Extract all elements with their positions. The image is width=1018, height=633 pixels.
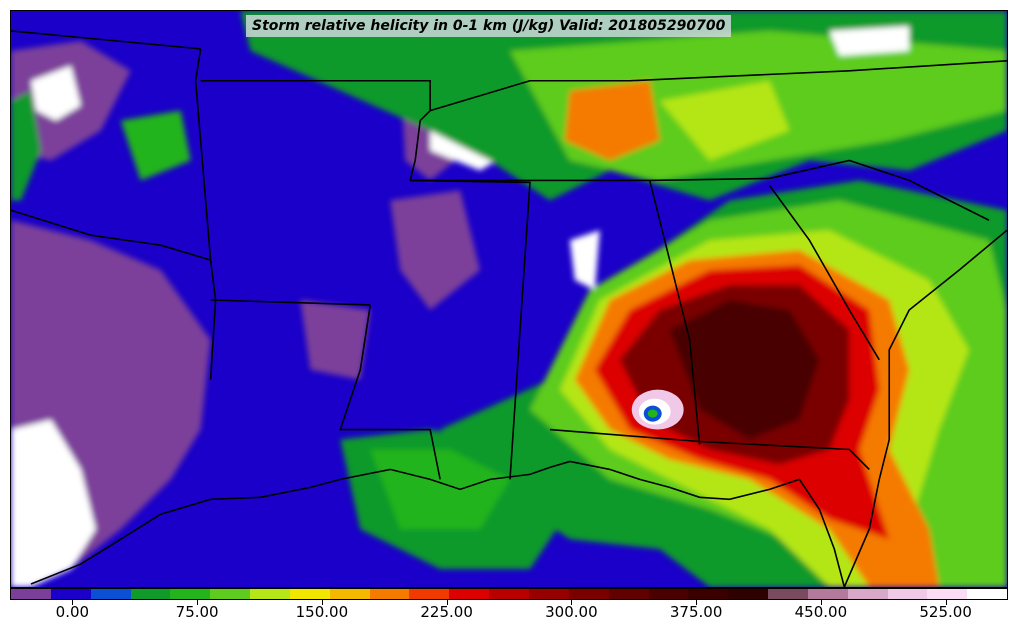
colorbar-segment — [489, 589, 529, 599]
colorbar-tick — [446, 600, 448, 605]
colorbar-ticks — [10, 600, 1008, 608]
field-green-ks — [120, 110, 191, 181]
colorbar-segment — [728, 589, 769, 599]
border-al-ga — [648, 180, 701, 445]
colorbar-tick-label: 450.00 — [794, 603, 848, 621]
border-la-ms — [339, 304, 441, 480]
colorbar-segment — [449, 589, 490, 599]
colorbar-segment — [50, 589, 91, 599]
field-white-north — [829, 25, 910, 56]
field-white-texas — [11, 419, 96, 587]
field-neg-arkansas — [300, 299, 371, 380]
field-yellow-north — [659, 80, 790, 161]
colorbar-tick-label: 0.00 — [55, 603, 90, 621]
colorbar-tick-label: 300.00 — [545, 603, 598, 621]
colorbar-tick-label: 525.00 — [919, 603, 972, 621]
coastline-gulf — [30, 460, 846, 587]
colorbar-segment — [887, 589, 928, 599]
border-ar-ms — [409, 120, 421, 181]
colorbar-segment — [847, 589, 888, 599]
colorbar-segment — [170, 589, 211, 599]
colorbar-tick-label: 375.00 — [669, 603, 723, 621]
colorbar-segment — [967, 589, 1008, 599]
hurricane-eye — [631, 389, 684, 430]
border-ga-east — [768, 184, 880, 361]
field-darker-se — [669, 299, 820, 440]
field-white-ms — [569, 230, 600, 291]
colorbar-tick — [820, 600, 822, 605]
coastline-atlantic — [843, 229, 1007, 587]
colorbar-tick-label: 225.00 — [420, 603, 473, 621]
colorbar-segment — [210, 589, 251, 599]
colorbar-segment — [130, 589, 171, 599]
border-fl — [549, 428, 870, 470]
colorbar-tick — [197, 600, 199, 605]
colorbar-tick-label: 150.00 — [295, 603, 349, 621]
border-ga-sc — [649, 159, 990, 221]
field-orange-north — [564, 80, 660, 161]
colorbar-tick — [72, 600, 74, 605]
colorbar-tick — [945, 600, 947, 605]
colorbar-segment — [11, 589, 51, 599]
colorbar-tick-label: 75.00 — [175, 603, 219, 621]
field-green-nw — [11, 90, 41, 201]
colorbar-tick — [321, 600, 323, 605]
field-white-nw — [30, 65, 81, 121]
colorbar-segment — [648, 589, 689, 599]
border-ar-la — [210, 299, 371, 306]
boundaries — [11, 30, 1007, 587]
border-mo — [200, 79, 431, 122]
colorbar-segment — [90, 589, 131, 599]
colorbar-labels: 0.00 75.00 150.00 225.00 300.00 375.00 450.00 5… — [10, 603, 1008, 625]
chart-title: Storm relative helicity in 0-1 km (J/kg)… — [246, 15, 732, 37]
colorbar-segment — [927, 589, 968, 599]
colorbar-segment — [409, 589, 450, 599]
colorbar-segment — [807, 589, 848, 599]
border-ks-ok — [11, 30, 201, 50]
field-neg-ms — [390, 190, 481, 310]
colorbar-segment — [329, 589, 370, 599]
helicity-map — [10, 10, 1008, 588]
colorbar-tick — [571, 600, 573, 605]
colorbar-segment — [688, 589, 729, 599]
field-lime-gulf — [370, 449, 510, 530]
colorbar — [10, 588, 1008, 600]
border-ok-tx — [11, 209, 211, 261]
colorbar-segment — [289, 589, 330, 599]
border-ok-east — [194, 48, 212, 261]
colorbar-segment — [250, 589, 290, 599]
colorbar-segment — [369, 589, 410, 599]
colorbar-tick — [696, 600, 698, 605]
border-ky — [429, 60, 1007, 112]
colorbar-segment — [608, 589, 649, 599]
colorbar-segment — [768, 589, 808, 599]
colorbar-segment — [568, 589, 609, 599]
colorbar-segment — [528, 589, 569, 599]
